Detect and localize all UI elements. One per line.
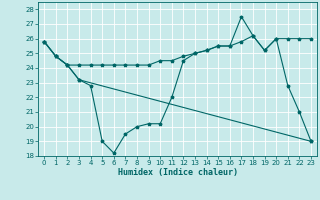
X-axis label: Humidex (Indice chaleur): Humidex (Indice chaleur) <box>118 168 238 177</box>
